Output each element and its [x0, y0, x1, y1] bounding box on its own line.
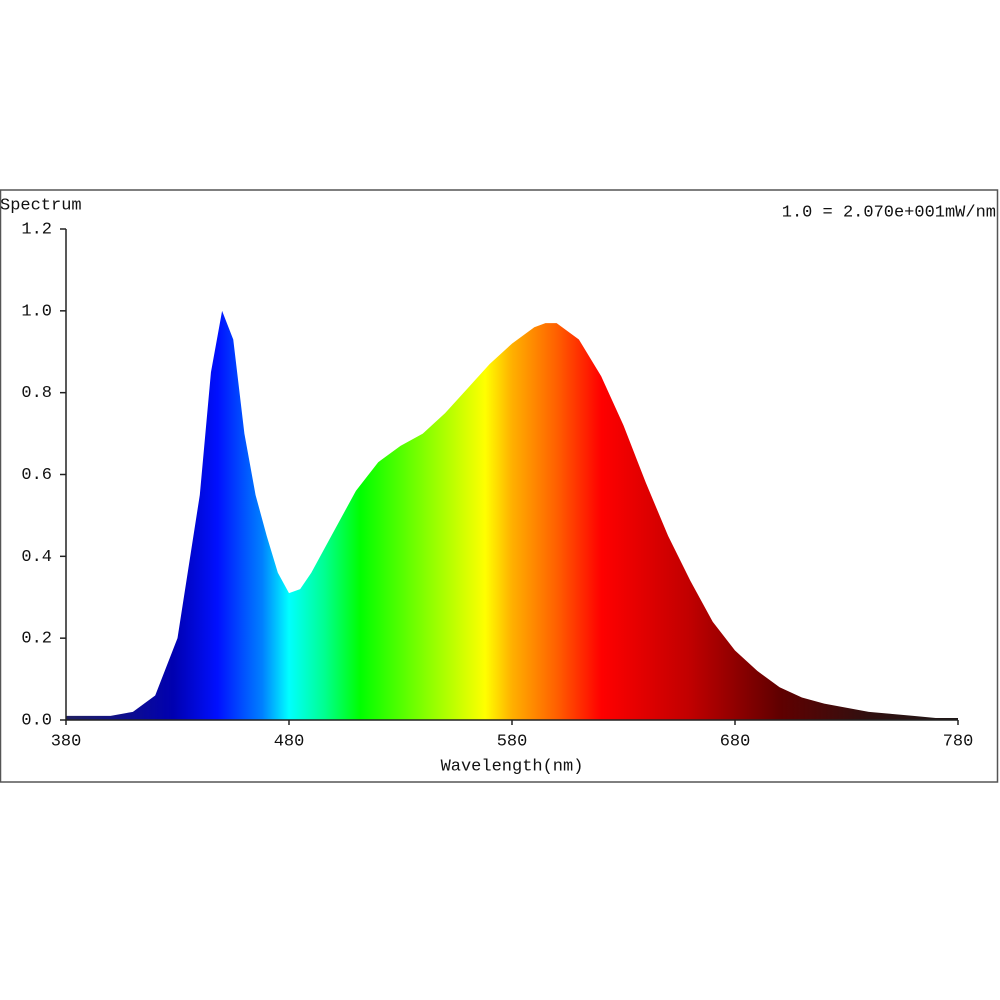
y-tick-label: 1.2	[21, 220, 52, 239]
y-tick-label: 0.2	[21, 630, 52, 649]
x-axis-title: Wavelength(nm)	[441, 757, 584, 776]
y-tick-label: 0.8	[21, 384, 52, 403]
x-tick-label: 480	[274, 732, 305, 751]
x-tick-label: 680	[720, 732, 751, 751]
frame	[0, 189, 999, 783]
x-tick-label: 380	[51, 732, 82, 751]
y-tick-label: 0.4	[21, 548, 52, 567]
x-tick-label: 580	[497, 732, 528, 751]
annotation: 1.0 = 2.070e+001mW/nm	[782, 203, 996, 222]
plot-area	[66, 310, 958, 720]
y-tick-label: 1.0	[21, 302, 52, 321]
spectrum-area	[66, 310, 958, 720]
y-axis-title: Spectrum	[0, 196, 82, 215]
y-tick-label: 0.6	[21, 466, 52, 485]
y-tick-label: 0.0	[21, 711, 52, 730]
x-tick-label: 780	[943, 732, 974, 751]
